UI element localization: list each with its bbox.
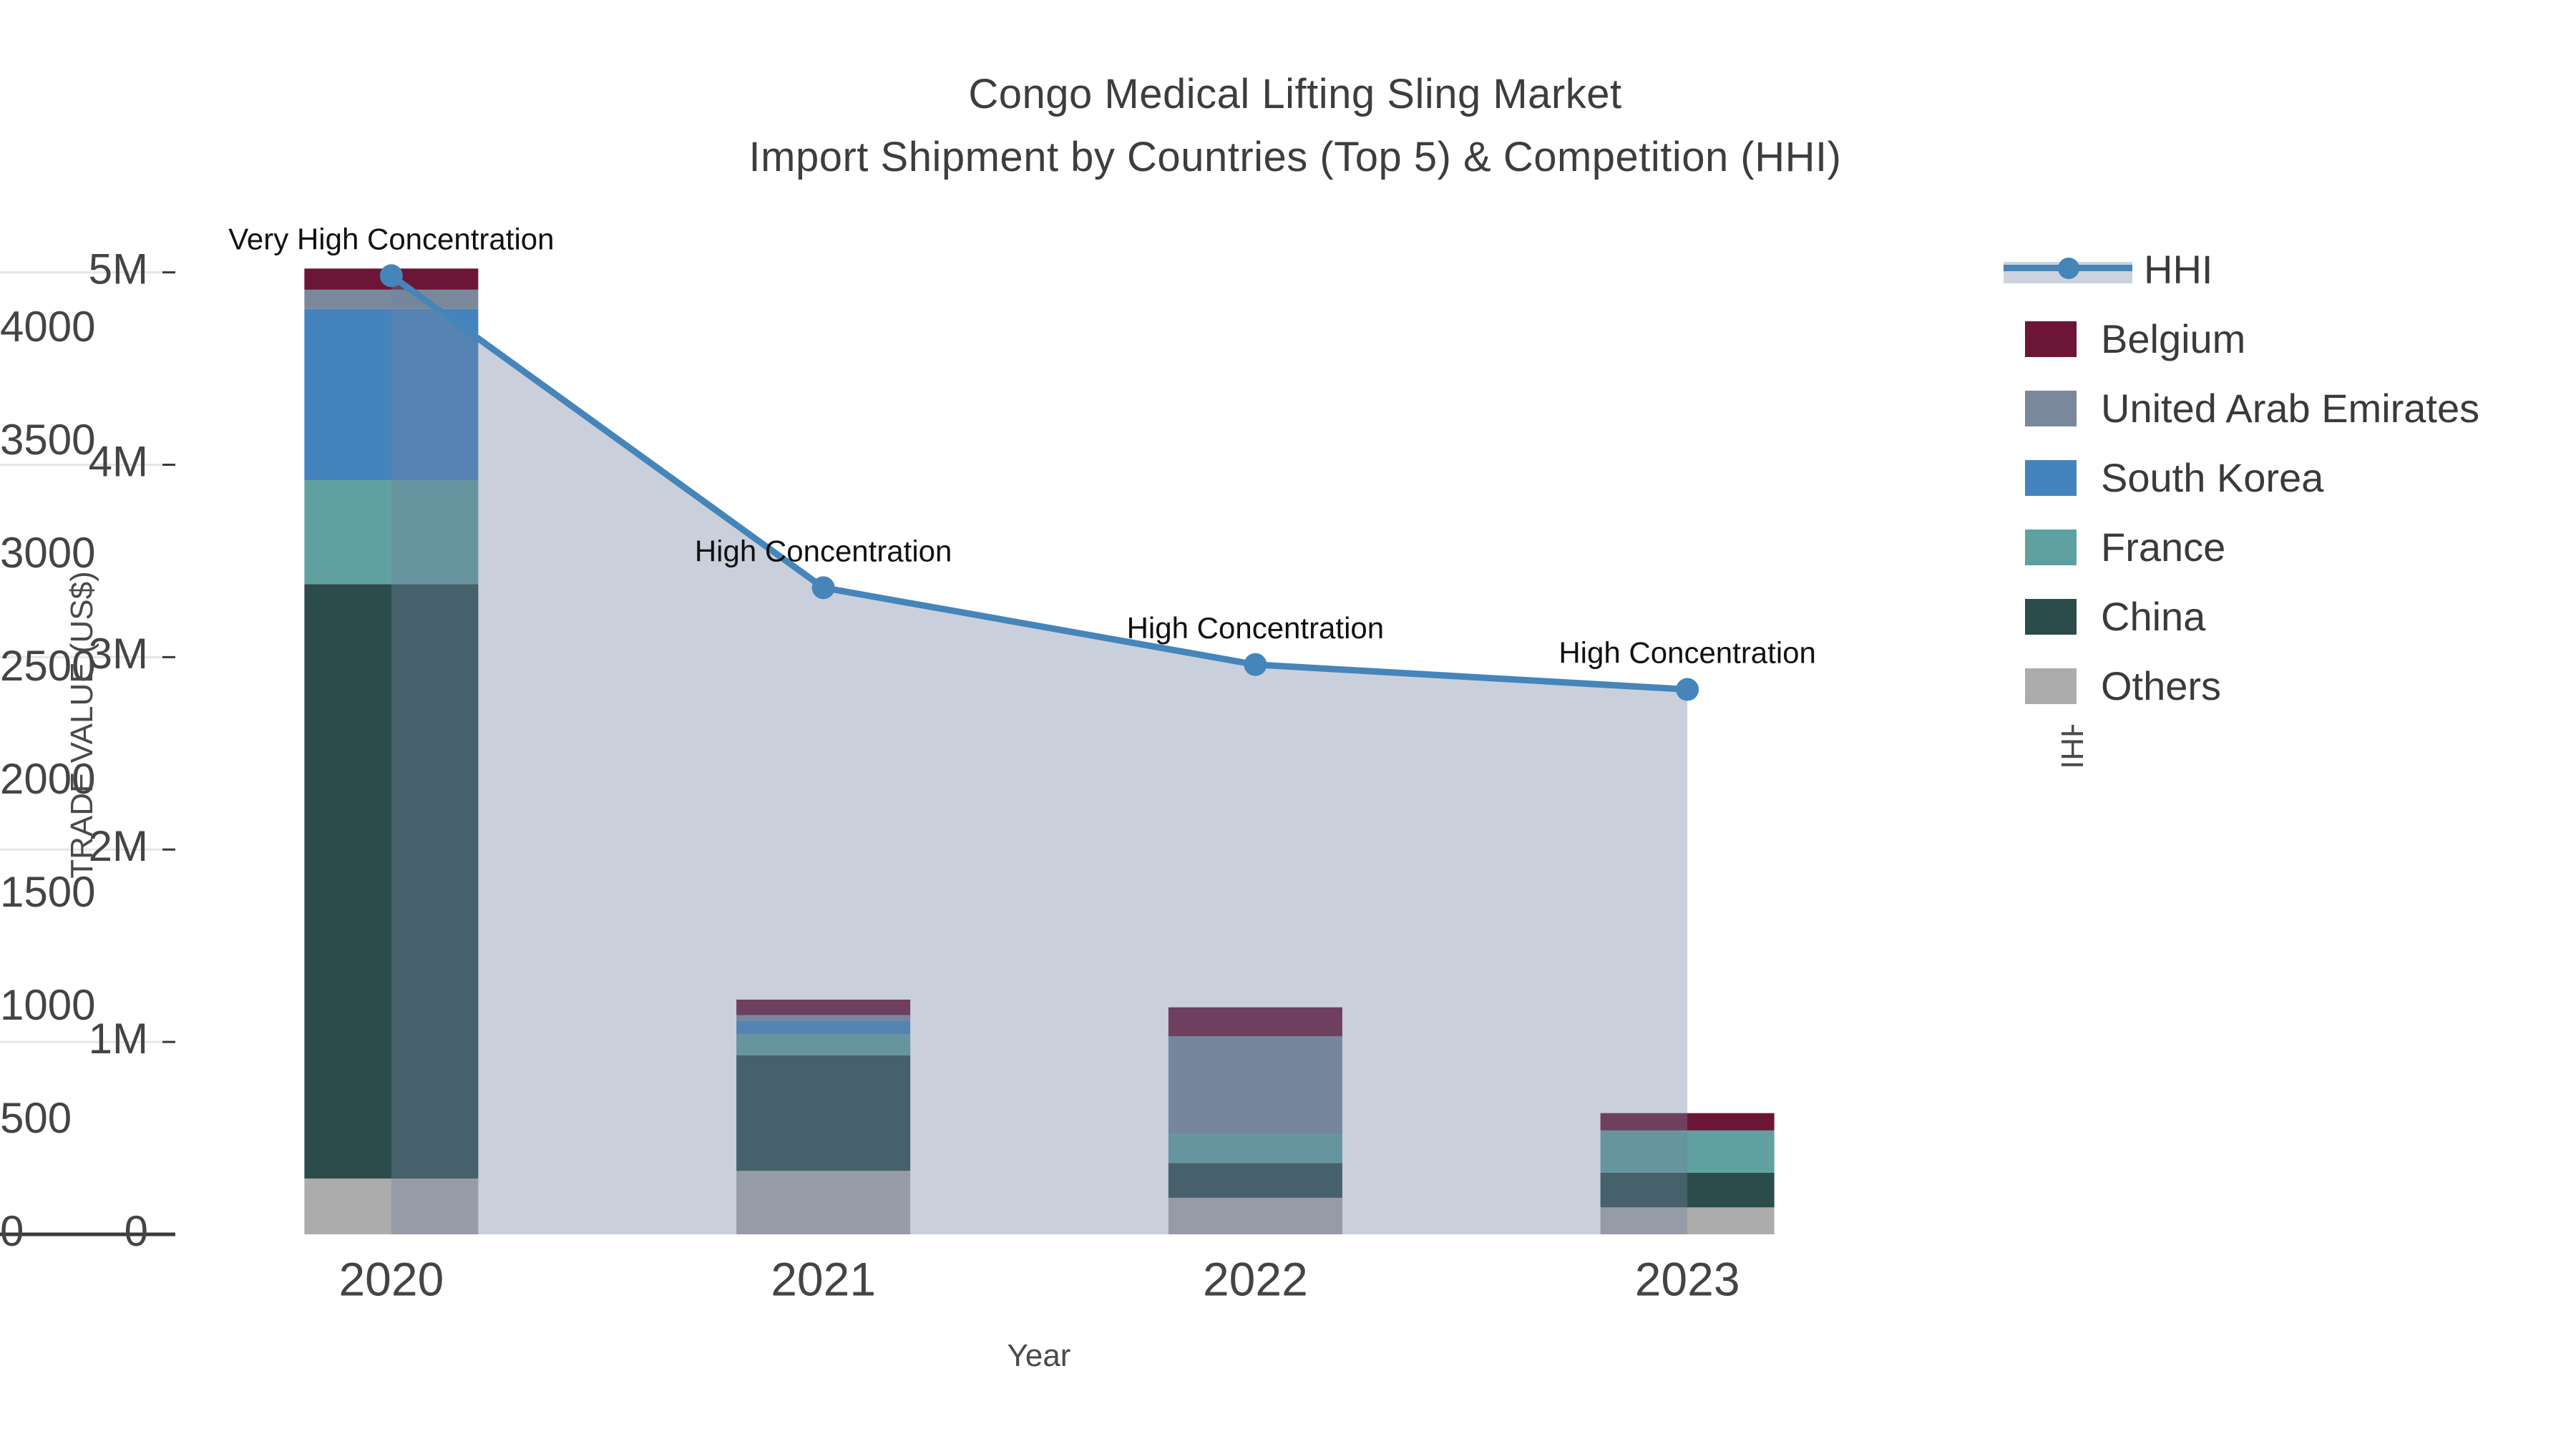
bar-segment-china[interactable] xyxy=(736,1055,911,1171)
legend-item-others[interactable]: Others xyxy=(2004,651,2569,721)
right-tick-label: 2500 xyxy=(0,642,95,690)
right-tick-label: 3000 xyxy=(0,529,95,577)
bar-segment-china[interactable] xyxy=(1168,1163,1342,1198)
chart-title: Congo Medical Lifting Sling Market Impor… xyxy=(0,63,2576,189)
legend-item-south-korea[interactable]: South Korea xyxy=(2004,443,2569,512)
bar-segment-france[interactable] xyxy=(736,1034,911,1055)
hhi-annotation: High Concentration xyxy=(1558,636,1816,670)
bar-segment-belgium[interactable] xyxy=(1600,1113,1775,1131)
south-korea-swatch-icon xyxy=(2025,459,2077,496)
left-tick-label: 1M xyxy=(89,1015,148,1063)
x-tick-label: 2020 xyxy=(338,1252,444,1305)
hhi-annotation: High Concentration xyxy=(1127,611,1385,645)
bar-segment-china[interactable] xyxy=(1600,1172,1775,1208)
bar-segment-china[interactable] xyxy=(304,584,479,1179)
bar-segment-others[interactable] xyxy=(736,1171,911,1234)
legend-item-france[interactable]: France xyxy=(2004,512,2569,582)
hhi-marker-2023[interactable] xyxy=(1676,678,1699,701)
legend-item-uae[interactable]: United Arab Emirates xyxy=(2004,374,2569,443)
bar-segment-others[interactable] xyxy=(1600,1207,1775,1234)
bar-segment-united-arab-emirates[interactable] xyxy=(1168,1036,1342,1135)
right-tick-label: 1500 xyxy=(0,868,95,916)
right-tick-label: 4000 xyxy=(0,303,95,351)
bar-segment-france[interactable] xyxy=(304,480,479,585)
bar-segment-united-arab-emirates[interactable] xyxy=(304,289,479,309)
legend-label: France xyxy=(2101,525,2226,570)
hhi-line xyxy=(389,273,1688,693)
legend-label: China xyxy=(2101,594,2206,639)
left-tick-label: 4M xyxy=(89,437,148,485)
bar-segment-south-korea[interactable] xyxy=(736,1020,911,1035)
bar-segment-united-arab-emirates[interactable] xyxy=(736,1015,911,1021)
bar-segment-france[interactable] xyxy=(1600,1130,1775,1173)
right-tick-label: 1000 xyxy=(0,981,95,1029)
bar-segment-others[interactable] xyxy=(1168,1197,1342,1234)
legend-item-hhi[interactable]: HHI xyxy=(2004,235,2569,304)
china-swatch-icon xyxy=(2025,598,2077,635)
france-swatch-icon xyxy=(2025,529,2077,565)
legend-item-belgium[interactable]: Belgium xyxy=(2004,304,2569,374)
hhi-annotation: Very High Concentration xyxy=(228,222,554,255)
hhi-line-icon xyxy=(2004,252,2132,288)
chart-title-line2: Import Shipment by Countries (Top 5) & C… xyxy=(748,134,1842,180)
legend-label: HHI xyxy=(2144,247,2213,292)
hhi-marker-2020[interactable] xyxy=(379,264,403,288)
chart-title-line1: Congo Medical Lifting Sling Market xyxy=(968,71,1622,117)
bar-segment-south-korea[interactable] xyxy=(304,308,479,481)
hhi-area-fill xyxy=(391,275,1688,1234)
left-tick-label: 0 xyxy=(125,1207,148,1255)
left-tick-label: 3M xyxy=(89,630,148,678)
y-axis-title-left: TRADE VALUE (US$) xyxy=(64,571,99,879)
legend-label: Belgium xyxy=(2101,316,2246,361)
bar-segment-belgium[interactable] xyxy=(736,999,911,1015)
right-tick-label: 0 xyxy=(0,1207,24,1255)
hhi-annotation: High Concentration xyxy=(695,534,952,567)
bar-segment-belgium[interactable] xyxy=(1168,1007,1342,1037)
x-tick-label: 2021 xyxy=(771,1252,876,1305)
hhi-marker-2021[interactable] xyxy=(811,576,835,600)
bar-segment-others[interactable] xyxy=(304,1179,479,1234)
others-swatch-icon xyxy=(2025,668,2077,704)
left-tick-label: 5M xyxy=(89,245,148,293)
x-axis-title: Year xyxy=(1007,1338,1071,1373)
belgium-swatch-icon xyxy=(2025,321,2077,357)
right-tick-label: 3500 xyxy=(0,416,95,464)
x-tick-label: 2022 xyxy=(1203,1252,1308,1305)
hhi-marker-2022[interactable] xyxy=(1244,653,1267,676)
left-tick-label: 2M xyxy=(89,822,148,870)
right-tick-label: 500 xyxy=(0,1094,72,1142)
legend-label: Others xyxy=(2101,663,2222,708)
bar-segment-france[interactable] xyxy=(1168,1134,1342,1163)
uae-swatch-icon xyxy=(2025,390,2077,426)
right-tick-label: 2000 xyxy=(0,755,95,803)
legend-label: United Arab Emirates xyxy=(2101,386,2480,431)
legend-label: South Korea xyxy=(2101,455,2324,500)
legend: HHI Belgium United Arab Emirates South K… xyxy=(2004,230,2569,725)
legend-item-china[interactable]: China xyxy=(2004,582,2569,651)
x-tick-label: 2023 xyxy=(1635,1252,1740,1305)
